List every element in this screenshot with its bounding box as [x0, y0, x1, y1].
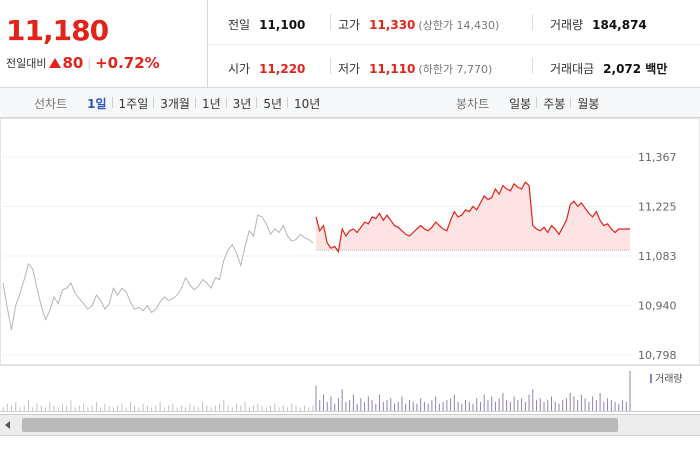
- stat-divider: [330, 58, 331, 74]
- stat-value: 184,874: [592, 18, 647, 32]
- tab-line-4[interactable]: 1년: [194, 95, 227, 112]
- stat-label: 저가: [338, 62, 361, 76]
- tab-line-5[interactable]: 3년: [225, 95, 258, 112]
- stat-value: 2,072 백만: [603, 62, 668, 76]
- stat-label: 시가: [228, 62, 251, 76]
- tab-line-7[interactable]: 10년: [287, 95, 326, 112]
- upper-limit: (상한가 14,430): [418, 19, 500, 32]
- today-price-line: [315, 181, 630, 254]
- tab-line-2[interactable]: 1주일: [111, 95, 155, 112]
- tab-line-6[interactable]: 5년: [256, 95, 288, 112]
- stat-label: 거래대금: [550, 62, 595, 76]
- today-fill-area: [316, 182, 630, 252]
- stat-divider: [532, 58, 533, 74]
- y-tick-label: 11,083: [638, 250, 677, 263]
- scroll-thumb[interactable]: [22, 418, 618, 432]
- stat-low: 저가 11,110 (하한가 7,770): [338, 60, 492, 77]
- candle-chart-caption: 봉차트: [456, 96, 490, 111]
- price-chart: 11,367 11,225 11,083 10,940 10,798 거래량: [0, 118, 700, 412]
- tab-candle-2[interactable]: 주봉: [536, 95, 571, 112]
- line-chart-caption: 선차트: [34, 96, 68, 111]
- volume-legend-label: 거래량: [655, 373, 683, 385]
- stat-turnover: 거래대금 2,072 백만: [550, 60, 667, 77]
- y-tick-label: 11,367: [638, 151, 677, 164]
- candle-chart-tabs: 봉차트 일봉 주봉 월봉: [456, 88, 605, 118]
- stat-label: 고가: [338, 18, 361, 32]
- y-tick-label: 10,798: [638, 349, 677, 362]
- stat-value: 11,100: [259, 18, 306, 32]
- current-price: 11,180: [6, 14, 109, 47]
- stat-divider: [330, 14, 331, 30]
- change-label: 전일대비: [6, 57, 47, 70]
- quote-panel: 11,180 전일대비 80 | +0.72% 전일 11,100 시가 11,220 고…: [0, 0, 700, 88]
- chart-tab-bar: 선차트 1일 1주일 3개월 1년 3년 5년 10년 봉차트 일봉 주봉 월봉: [0, 88, 700, 118]
- change-amount: 80: [62, 54, 84, 72]
- stat-volume: 거래량 184,874: [550, 16, 647, 33]
- quote-row-divider: [208, 44, 700, 45]
- tab-candle-3[interactable]: 월봉: [570, 95, 605, 112]
- volume-legend-swatch: [650, 374, 652, 383]
- stat-label: 거래량: [550, 18, 584, 32]
- lower-limit: (하한가 7,770): [418, 63, 493, 76]
- line-chart-tabs: 선차트 1일 1주일 3개월 1년 3년 5년 10년: [34, 88, 326, 118]
- tab-line-3[interactable]: 3개월: [153, 95, 196, 112]
- stat-prev-close: 전일 11,100: [228, 16, 305, 33]
- scroll-left-icon[interactable]: [2, 419, 14, 431]
- tab-candle-1[interactable]: 일봉: [509, 96, 532, 111]
- stat-divider: [532, 14, 533, 30]
- y-tick-label: 11,225: [638, 201, 677, 214]
- change-rate: +0.72%: [95, 54, 160, 72]
- price-change: 전일대비 80 | +0.72%: [6, 54, 160, 72]
- stat-value: 11,330: [369, 18, 416, 32]
- y-tick-label: 10,940: [638, 300, 677, 313]
- stat-open: 시가 11,220: [228, 60, 305, 77]
- stat-high: 고가 11,330 (상한가 14,430): [338, 16, 499, 33]
- up-triangle-icon: [49, 58, 62, 68]
- chart-scrollbar[interactable]: [0, 414, 700, 436]
- price-box: 11,180 전일대비 80 | +0.72%: [0, 0, 208, 88]
- stat-label: 전일: [228, 18, 251, 32]
- previous-day-line: [2, 214, 314, 330]
- tab-line-1[interactable]: 1일: [87, 96, 107, 111]
- stat-value: 11,220: [259, 62, 306, 76]
- change-divider: |: [87, 56, 92, 70]
- stat-value: 11,110: [369, 62, 416, 76]
